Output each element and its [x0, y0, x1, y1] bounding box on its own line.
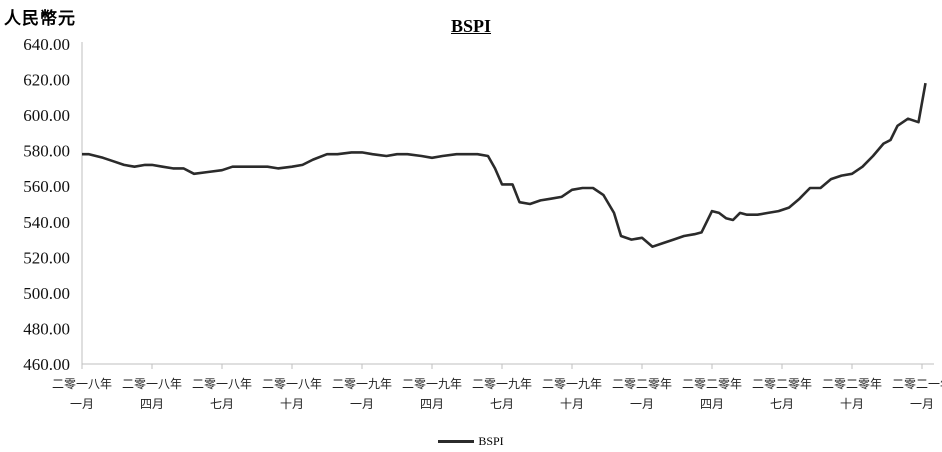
x-tick-label-year: 二零一八年: [52, 377, 112, 391]
y-tick-label: 640.00: [23, 35, 70, 54]
x-tick-label-year: 二零二零年: [682, 377, 742, 391]
x-tick-label-month: 十月: [560, 397, 584, 411]
y-tick-label: 620.00: [23, 71, 70, 90]
x-tick-label-month: 四月: [700, 397, 724, 411]
series-layer: [82, 83, 926, 247]
x-tick-label-month: 一月: [910, 397, 934, 411]
x-tick-label-year: 二零二零年: [752, 377, 812, 391]
x-tick-label-year: 二零二零年: [612, 377, 672, 391]
y-tick-label: 540.00: [23, 213, 70, 232]
x-tick-label-year: 二零一九年: [332, 377, 392, 391]
x-tick-label-month: 四月: [140, 397, 164, 411]
x-tick-label-month: 一月: [70, 397, 94, 411]
x-tick-label-year: 二零一九年: [472, 377, 532, 391]
legend-label: BSPI: [478, 434, 503, 449]
x-tick-label-year: 二零一八年: [192, 377, 252, 391]
x-tick-label-year: 二零二零年: [822, 377, 882, 391]
y-tick-label: 580.00: [23, 142, 70, 161]
x-tick-label-month: 七月: [770, 397, 794, 411]
x-tick-label-month: 七月: [210, 397, 234, 411]
x-tick-label-month: 十月: [840, 397, 864, 411]
y-tick-label: 480.00: [23, 319, 70, 338]
x-tick-label-year: 二零一八年: [262, 377, 322, 391]
x-tick-label-month: 一月: [630, 397, 654, 411]
x-tick-label-year: 二零一九年: [542, 377, 602, 391]
series-line-bspi: [82, 83, 926, 247]
x-tick-label-month: 四月: [420, 397, 444, 411]
x-tick-label-year: 二零一九年: [402, 377, 462, 391]
x-tick-label-month: 十月: [280, 397, 304, 411]
x-tick-label-year: 二零一八年: [122, 377, 182, 391]
legend-swatch: [438, 440, 474, 443]
x-tick-label-month: 一月: [350, 397, 374, 411]
y-tick-label: 560.00: [23, 177, 70, 196]
legend: BSPI: [0, 434, 942, 449]
x-tick-label-month: 七月: [490, 397, 514, 411]
y-tick-label: 500.00: [23, 284, 70, 303]
y-tick-label: 600.00: [23, 106, 70, 125]
x-tick-label-year: 二零二一年: [892, 377, 942, 391]
y-tick-label: 520.00: [23, 248, 70, 267]
y-tick-label: 460.00: [23, 355, 70, 374]
y-axis: 640.00 620.00 600.00 580.00 560.00 540.00 520.…: [23, 35, 82, 374]
